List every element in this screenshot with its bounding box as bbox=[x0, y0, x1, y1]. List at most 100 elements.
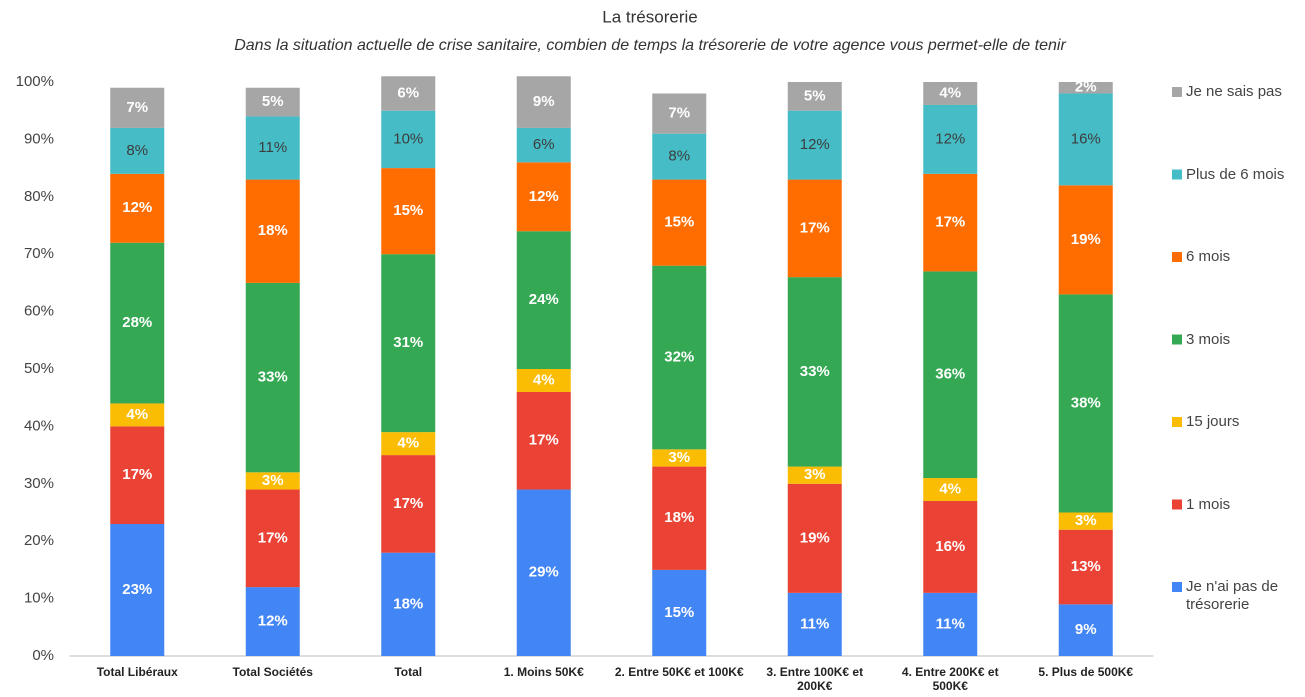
data-label: 23% bbox=[122, 581, 152, 598]
bar-segment bbox=[245, 87, 300, 117]
data-label: 11% bbox=[800, 615, 829, 632]
bar-segment bbox=[110, 523, 165, 656]
data-label: 28% bbox=[122, 314, 152, 331]
bar-segment bbox=[787, 179, 842, 278]
data-label: 4% bbox=[939, 481, 961, 498]
data-label: 8% bbox=[126, 142, 148, 159]
data-label: 19% bbox=[800, 529, 830, 546]
bar-segment bbox=[787, 82, 842, 111]
data-label: 2% bbox=[1075, 79, 1097, 96]
data-label: 32% bbox=[664, 348, 694, 365]
x-tick-label: 4. Entre 200K€ et 500K€ bbox=[901, 665, 999, 693]
bar-segment bbox=[652, 179, 707, 266]
data-label: 33% bbox=[800, 363, 830, 380]
data-label: 3% bbox=[804, 466, 826, 483]
bar-segment bbox=[516, 76, 571, 128]
x-tick-label: 5. Plus de 500K€ bbox=[1038, 665, 1134, 679]
legend-label: 15 jours bbox=[1186, 413, 1240, 430]
bar-segment bbox=[923, 501, 978, 593]
data-label: 12% bbox=[800, 136, 830, 153]
bar-segment bbox=[245, 587, 300, 656]
bar-segment bbox=[381, 254, 436, 433]
bar-segment bbox=[652, 569, 707, 656]
bar-segment bbox=[787, 466, 842, 484]
y-tick-label: 30% bbox=[24, 475, 54, 492]
data-label: 4% bbox=[939, 84, 961, 101]
bar-segment bbox=[923, 173, 978, 272]
bar-segment bbox=[245, 472, 300, 490]
bar-segment bbox=[652, 93, 707, 134]
data-label: 18% bbox=[258, 222, 288, 239]
data-label: 9% bbox=[1075, 621, 1097, 638]
bar-segment bbox=[1058, 93, 1113, 186]
bar-segment bbox=[381, 432, 436, 456]
data-label: 33% bbox=[258, 369, 288, 386]
y-tick-label: 100% bbox=[16, 73, 54, 90]
data-label: 36% bbox=[935, 366, 965, 383]
data-label: 16% bbox=[935, 538, 965, 555]
y-tick-label: 50% bbox=[24, 360, 54, 377]
bar-segment bbox=[110, 242, 165, 404]
bar-segment bbox=[381, 110, 436, 169]
bar-segment bbox=[110, 403, 165, 427]
x-tick-label: 2. Entre 50K€ et 100K€ bbox=[614, 665, 744, 679]
y-tick-label: 20% bbox=[24, 532, 54, 549]
x-tick-label: Total Sociétés bbox=[232, 665, 313, 679]
y-tick-label: 10% bbox=[24, 590, 54, 607]
data-label: 29% bbox=[529, 564, 559, 581]
bar-segment bbox=[516, 391, 571, 490]
bar-segment bbox=[652, 466, 707, 570]
legend-label: 3 mois bbox=[1186, 330, 1231, 348]
data-label: 18% bbox=[393, 595, 423, 612]
data-label: 11% bbox=[936, 615, 965, 632]
bar-segment bbox=[787, 277, 842, 467]
bar-segment bbox=[516, 369, 571, 392]
bar-segment bbox=[1058, 529, 1113, 605]
data-label: 4% bbox=[126, 406, 148, 423]
bar-segment bbox=[923, 104, 978, 174]
legend-swatch bbox=[1172, 334, 1182, 345]
data-label: 19% bbox=[1071, 231, 1101, 248]
data-label: 17% bbox=[529, 432, 559, 449]
data-label: 13% bbox=[1071, 558, 1101, 575]
data-label: 31% bbox=[393, 334, 423, 351]
bar-segment bbox=[787, 592, 842, 656]
legend-swatch bbox=[1172, 582, 1182, 592]
y-tick-label: 60% bbox=[24, 303, 54, 320]
bar-segment bbox=[1058, 82, 1113, 94]
y-tick-label: 70% bbox=[24, 245, 54, 262]
data-label: 17% bbox=[122, 466, 152, 483]
data-label: 17% bbox=[935, 214, 965, 231]
bar-segment bbox=[652, 449, 707, 467]
data-label: 15% bbox=[393, 202, 423, 219]
bar-segment bbox=[652, 265, 707, 450]
bar-segment bbox=[923, 478, 978, 502]
bar-segment bbox=[1058, 294, 1113, 513]
data-label: 6% bbox=[533, 136, 555, 153]
data-label: 12% bbox=[935, 130, 965, 147]
y-tick-label: 80% bbox=[24, 188, 54, 205]
bar-segment bbox=[245, 282, 300, 473]
bar-segment bbox=[1058, 185, 1113, 295]
data-label: 9% bbox=[533, 93, 555, 110]
bar-segment bbox=[245, 179, 300, 283]
x-tick-label: Total bbox=[394, 665, 423, 679]
chart-title: La trésorerie bbox=[602, 7, 697, 26]
y-tick-label: 40% bbox=[24, 417, 54, 434]
bar-segment bbox=[1058, 512, 1113, 530]
legend-swatch bbox=[1172, 252, 1182, 262]
bar-segment bbox=[381, 455, 436, 553]
data-label: 5% bbox=[262, 93, 284, 110]
data-label: 8% bbox=[668, 148, 690, 165]
bar-segment bbox=[1058, 604, 1113, 656]
legend-label: Plus de 6 mois bbox=[1186, 165, 1285, 183]
chart-subtitle: Dans la situation actuelle de crise sani… bbox=[234, 37, 1066, 54]
legend-swatch bbox=[1172, 169, 1182, 180]
bar-segment bbox=[381, 552, 436, 656]
data-label: 16% bbox=[1071, 130, 1101, 147]
data-label: 10% bbox=[393, 130, 423, 147]
data-label: 12% bbox=[258, 613, 288, 630]
bar-segment bbox=[516, 489, 571, 656]
data-label: 4% bbox=[397, 435, 419, 452]
